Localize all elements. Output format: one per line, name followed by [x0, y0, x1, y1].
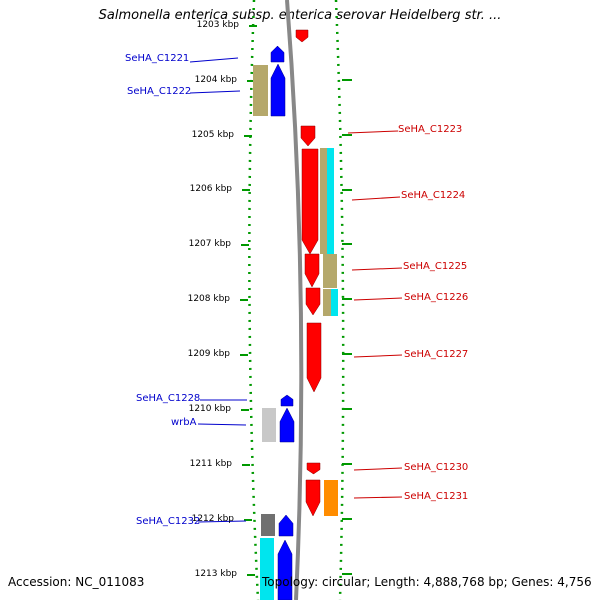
gene-seha-c1222-arrow [270, 63, 286, 117]
gene-label-left: SeHA_C1232 [136, 516, 201, 527]
scale-label: 1203 kbp [196, 20, 239, 30]
gene-label-left: SeHA_C1221 [125, 53, 190, 64]
gene-seha-c1226-arrow [305, 287, 321, 316]
scale-label: 1206 kbp [189, 184, 232, 194]
leader-line-right [351, 196, 401, 201]
gene-seha-c1231-arrow [305, 479, 321, 517]
gene-label-right: SeHA_C1225 [403, 261, 468, 272]
gene-top-red-arrow [295, 29, 309, 43]
gene-label-left: SeHA_C1228 [136, 393, 201, 404]
feature-cyan-strip-2 [331, 289, 338, 316]
feature-gray-box [262, 408, 276, 442]
scale-label: 1207 kbp [188, 239, 231, 249]
leader-line-left [189, 57, 239, 63]
feature-cyan-box [260, 538, 274, 600]
leader-line-right [353, 496, 403, 499]
gene-wrba-arrow [279, 407, 295, 443]
gene-label-left: SeHA_C1222 [127, 86, 192, 97]
scale-label: 1209 kbp [187, 349, 230, 359]
gene-label-right: SeHA_C1230 [404, 462, 469, 473]
gene-label-right: SeHA_C1223 [398, 124, 463, 135]
gene-seha-c1230-arrow [306, 462, 321, 475]
backbone-line [285, 0, 304, 600]
scale-label: 1211 kbp [189, 459, 232, 469]
gene-label-right: SeHA_C1224 [401, 190, 466, 201]
gene-seha-c1232-arrow [278, 514, 294, 537]
leader-line-left [197, 520, 247, 523]
map-title: Salmonella enterica subsp. enterica sero… [98, 8, 502, 23]
scale-label: 1212 kbp [191, 514, 234, 524]
feature-tan-box [253, 65, 268, 116]
topology-summary: Topology: circular; Length: 4,888,768 bp… [262, 575, 592, 589]
gene-label-right: SeHA_C1226 [404, 292, 469, 303]
feature-tan-strip-2 [323, 289, 331, 316]
gene-seha-c1224-arrow [301, 148, 319, 255]
scale-label: 1204 kbp [194, 75, 237, 85]
scale-label: 1213 kbp [194, 569, 237, 579]
leader-line-right [353, 297, 403, 301]
gene-seha-c1223-arrow [300, 125, 316, 147]
gene-seha-c1227-arrow [306, 322, 322, 393]
gene-label-right: SeHA_C1231 [404, 491, 469, 502]
scale-label: 1205 kbp [191, 130, 234, 140]
scale-label: 1208 kbp [187, 294, 230, 304]
leader-line-left [189, 90, 241, 94]
leader-line-right [347, 130, 399, 134]
gene-seha-c1221-arrow [270, 45, 285, 63]
leader-line-right [351, 267, 403, 271]
leader-line-left [197, 423, 247, 426]
scale-label: 1210 kbp [188, 404, 231, 414]
gene-seha-c1228-arrow [280, 394, 294, 407]
gene-seha-c1225-arrow [304, 253, 320, 288]
accession-text: Accession: NC_011083 [8, 575, 145, 589]
gene-label-left: wrbA [171, 417, 197, 428]
gene-next-arrow [277, 539, 293, 600]
feature-dark-gray-box [261, 514, 275, 536]
feature-tan-strip [320, 148, 327, 254]
feature-orange-box [324, 480, 338, 516]
feature-tan-box-2 [323, 254, 337, 288]
gene-label-right: SeHA_C1227 [404, 349, 469, 360]
leader-line-right [353, 354, 403, 358]
feature-cyan-strip [327, 148, 334, 254]
leader-line-right [353, 467, 403, 471]
